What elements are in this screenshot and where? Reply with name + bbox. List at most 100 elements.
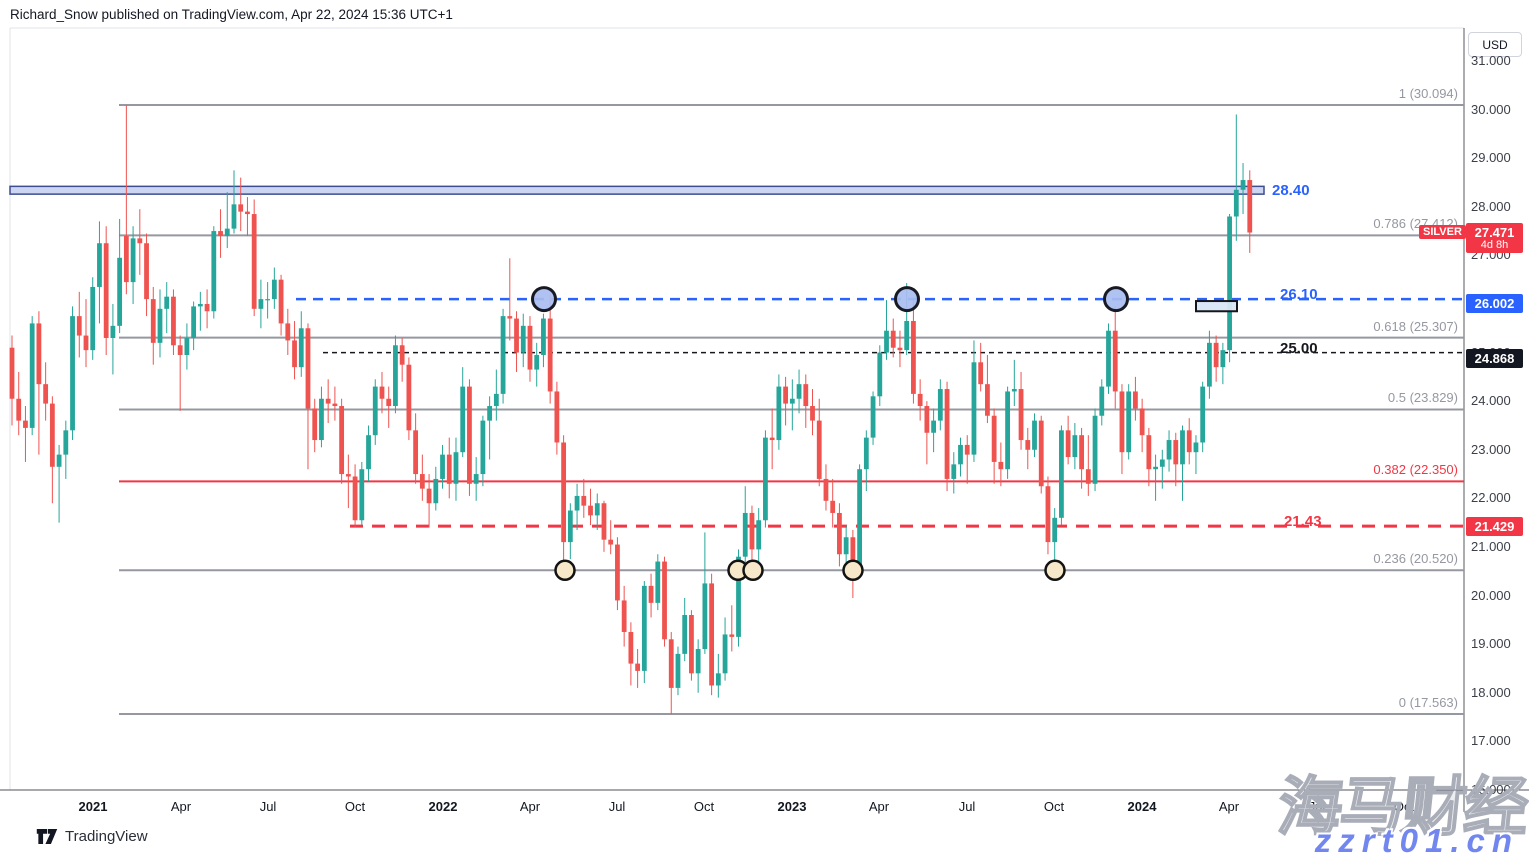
- candle-body: [467, 386, 472, 484]
- price-axis-tick: 24.000: [1471, 393, 1511, 409]
- candle-body: [49, 403, 55, 467]
- candle-body: [150, 299, 156, 343]
- badge-price: 26.002: [1474, 296, 1515, 312]
- candle-body: [1106, 330, 1111, 387]
- candle-body: [157, 308, 163, 343]
- time-axis-tick: Apr: [519, 799, 541, 814]
- candle-body: [816, 420, 822, 479]
- candle-body: [446, 454, 452, 484]
- time-axis-tick: Jul: [958, 799, 976, 814]
- candle-body: [1139, 408, 1145, 436]
- time-axis-tick: Jul: [608, 799, 626, 814]
- fib-level-label: 0.5 (23.829): [1387, 390, 1458, 406]
- candle-body: [1200, 386, 1206, 443]
- candle-body: [123, 235, 129, 283]
- candle-body: [9, 347, 15, 399]
- candle-body: [319, 398, 324, 441]
- time-axis-tick: Apr: [170, 799, 192, 814]
- candle-body: [648, 585, 654, 603]
- candle-body: [709, 583, 715, 686]
- currency-selector-button[interactable]: USD: [1468, 32, 1522, 57]
- candle-body: [621, 600, 627, 633]
- candle-body: [702, 583, 708, 650]
- candle-body: [1220, 350, 1226, 368]
- price-axis-tick: 23.000: [1471, 441, 1511, 457]
- candle-body: [917, 393, 923, 407]
- candle-body: [117, 257, 123, 326]
- candle-body: [1173, 440, 1179, 465]
- candle-body: [1126, 391, 1132, 453]
- candle-body: [359, 469, 365, 521]
- candle-body: [897, 347, 903, 351]
- time-axis-tick: 2021: [78, 799, 108, 814]
- candle-body: [682, 615, 688, 654]
- candle-body: [1247, 180, 1253, 233]
- candle-body: [547, 318, 553, 392]
- price-line-label: 26.10: [1280, 286, 1318, 304]
- candle-body: [76, 316, 82, 336]
- time-axis-tick: Apr: [1218, 799, 1240, 814]
- candle-body: [83, 335, 89, 351]
- candle-body: [594, 503, 600, 516]
- blue-marker-circle: [1103, 286, 1129, 313]
- candle-body: [110, 325, 116, 338]
- candle-body: [460, 386, 466, 453]
- candle-body: [1005, 391, 1010, 470]
- candle-body: [689, 615, 694, 674]
- orange-marker-circle: [842, 559, 864, 582]
- candle-body: [655, 561, 661, 603]
- candle-body: [1072, 435, 1078, 458]
- candle-body: [668, 639, 674, 688]
- candle-body: [541, 318, 546, 355]
- symbol-tag: SILVER: [1419, 225, 1466, 240]
- candle-body: [964, 444, 970, 455]
- candle-body: [736, 556, 741, 637]
- candle-body: [393, 345, 398, 407]
- candle-body: [440, 454, 445, 479]
- candle-body: [258, 299, 264, 309]
- time-axis-tick: 2024: [1127, 799, 1157, 814]
- candle-body: [635, 663, 641, 671]
- candle-body: [379, 386, 385, 399]
- candle-body: [339, 406, 345, 475]
- candle-body: [1059, 430, 1064, 518]
- candle-body: [251, 214, 257, 309]
- candle-body: [971, 362, 977, 455]
- candle-body: [224, 228, 230, 236]
- candle-body: [204, 303, 210, 312]
- candle-body: [97, 243, 102, 287]
- price-line-label: 25.00: [1280, 339, 1318, 357]
- candle-body: [312, 408, 318, 441]
- candle-body: [958, 444, 963, 465]
- candle-body: [1166, 440, 1172, 460]
- candle-body: [292, 340, 297, 368]
- candle-body: [951, 464, 957, 479]
- candle-body: [944, 389, 950, 479]
- tradingview-footer[interactable]: TradingView: [36, 828, 148, 845]
- candle-body: [527, 325, 533, 370]
- candle-body: [588, 505, 593, 516]
- candle-body: [1159, 459, 1165, 467]
- candle-body: [245, 211, 250, 215]
- candle-body: [863, 437, 869, 470]
- candle-body: [1240, 180, 1246, 190]
- candle-body: [830, 500, 836, 513]
- candle-body: [810, 406, 815, 421]
- candle-body: [890, 330, 896, 348]
- candle-body: [695, 649, 701, 674]
- time-axis-tick: Apr: [868, 799, 890, 814]
- candle-body: [561, 442, 567, 543]
- candle-body: [574, 495, 580, 511]
- candle-body: [184, 337, 190, 355]
- candle-body: [130, 238, 136, 283]
- candle-body: [500, 316, 506, 394]
- candle-body: [520, 325, 526, 353]
- price-axis-tick: 22.000: [1471, 490, 1511, 506]
- candle-body: [877, 352, 883, 397]
- candle-body: [70, 316, 75, 431]
- candle-body: [662, 561, 667, 640]
- candle-body: [386, 398, 392, 407]
- candle-body: [1227, 216, 1232, 351]
